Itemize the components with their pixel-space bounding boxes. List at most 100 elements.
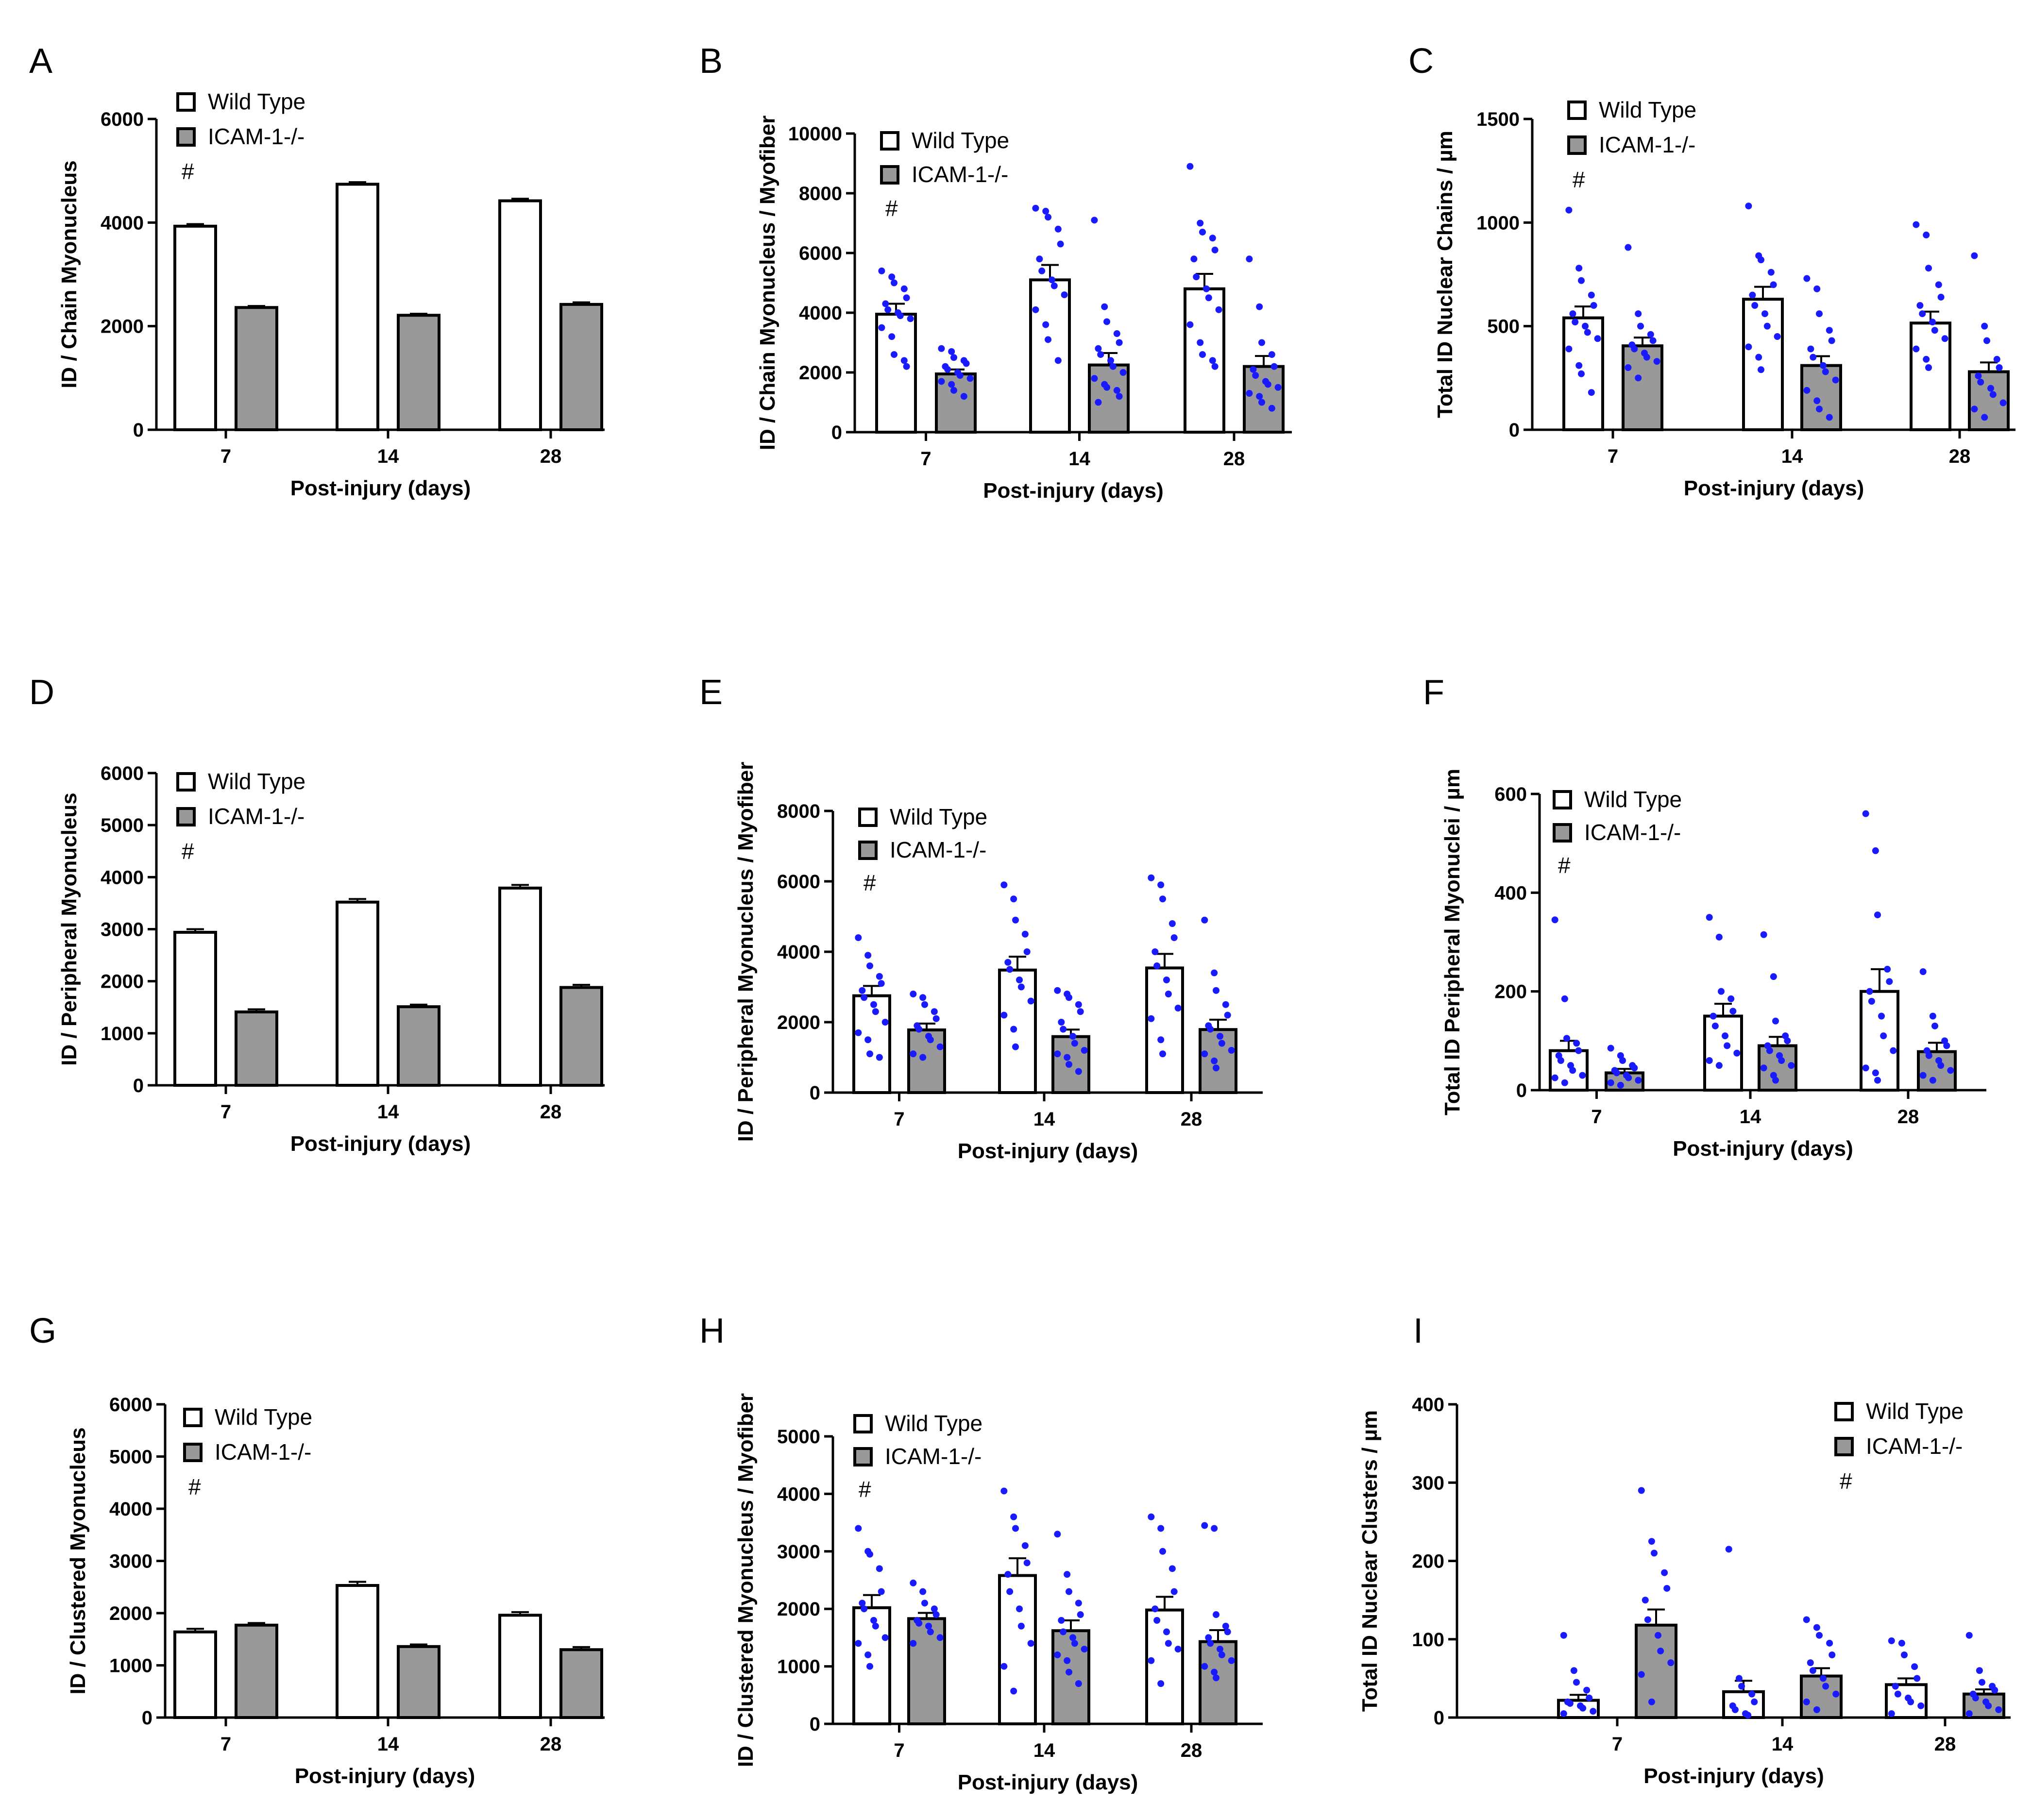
data-point bbox=[1655, 1632, 1661, 1639]
data-point bbox=[1159, 1548, 1166, 1555]
data-point bbox=[1925, 265, 1932, 272]
data-point bbox=[1016, 977, 1023, 983]
data-point bbox=[891, 279, 897, 286]
panel-e: E 0 2000 4000 6000 8000 ID / Peripheral Myonuc… bbox=[699, 673, 1263, 1163]
data-point bbox=[1929, 1012, 1936, 1020]
data-point bbox=[1715, 933, 1723, 941]
data-point bbox=[1578, 277, 1585, 284]
data-point bbox=[1981, 322, 1988, 330]
x-tick-label: 14 bbox=[377, 1734, 399, 1755]
data-point bbox=[876, 1054, 883, 1061]
data-point bbox=[1197, 219, 1204, 227]
bar-icam-1--14 bbox=[397, 1645, 440, 1719]
data-point bbox=[1151, 948, 1159, 955]
data-point bbox=[1165, 1640, 1172, 1647]
data-point bbox=[1813, 1624, 1820, 1631]
data-point bbox=[1590, 1708, 1597, 1715]
panel-b: B 0 2000 4000 6000 8000 10000 ID / Chain Myonuc… bbox=[699, 42, 1292, 503]
y-tick-label: 6000 bbox=[777, 871, 820, 893]
data-point bbox=[1901, 1651, 1908, 1658]
data-point bbox=[1913, 345, 1920, 353]
x-tick-label: 7 bbox=[894, 1109, 904, 1130]
data-point bbox=[1095, 345, 1102, 352]
legend-swatch bbox=[858, 841, 878, 860]
data-point bbox=[1205, 1634, 1212, 1641]
data-point bbox=[1724, 1042, 1731, 1049]
data-point bbox=[1981, 414, 1988, 421]
significance-marker: # bbox=[1840, 1468, 1852, 1494]
data-point bbox=[1097, 351, 1104, 358]
data-point bbox=[1929, 1077, 1936, 1084]
data-point bbox=[1569, 310, 1576, 318]
data-point bbox=[1862, 810, 1869, 817]
data-point bbox=[1972, 1694, 1979, 1702]
data-point bbox=[864, 1036, 872, 1044]
legend-label: ICAM-1-/- bbox=[1599, 132, 1695, 157]
data-point bbox=[1551, 1074, 1558, 1081]
data-point bbox=[1258, 399, 1265, 406]
legend-label: ICAM-1-/- bbox=[208, 804, 305, 829]
x-tick-label: 28 bbox=[1897, 1106, 1919, 1128]
data-point bbox=[1213, 1674, 1219, 1682]
x-tick-label: 14 bbox=[1740, 1106, 1761, 1128]
data-point bbox=[1560, 1632, 1567, 1639]
data-point bbox=[1050, 282, 1058, 289]
bar-icam-1--28 bbox=[1199, 1028, 1237, 1095]
panel-letter: I bbox=[1413, 1312, 1423, 1350]
data-point bbox=[900, 285, 908, 292]
data-point bbox=[1572, 319, 1579, 326]
y-tick-label: 10000 bbox=[788, 123, 842, 145]
data-point bbox=[1113, 387, 1120, 394]
data-point bbox=[919, 1588, 927, 1595]
data-point bbox=[1165, 991, 1172, 997]
data-point bbox=[950, 354, 957, 361]
data-point bbox=[1168, 920, 1176, 927]
data-point bbox=[1631, 1064, 1638, 1072]
data-point bbox=[1820, 362, 1827, 369]
data-point bbox=[1224, 1628, 1231, 1635]
data-point bbox=[1803, 1698, 1810, 1705]
data-point bbox=[1767, 269, 1775, 276]
legend-label: Wild Type bbox=[208, 769, 305, 794]
data-point bbox=[859, 1600, 866, 1607]
data-point bbox=[1054, 225, 1062, 233]
data-point bbox=[884, 306, 892, 313]
data-point bbox=[1075, 1001, 1082, 1008]
bar-wild-type-14 bbox=[1742, 298, 1784, 431]
legend-swatch bbox=[1834, 1402, 1854, 1421]
data-point bbox=[897, 312, 904, 320]
data-point bbox=[1590, 302, 1597, 309]
data-point bbox=[1069, 1033, 1076, 1040]
x-tick-label: 28 bbox=[1949, 446, 1971, 467]
data-point bbox=[864, 952, 872, 959]
x-tick-label: 14 bbox=[1772, 1734, 1794, 1755]
data-point bbox=[1651, 1550, 1658, 1557]
data-point bbox=[1727, 995, 1735, 1002]
data-point bbox=[1947, 1067, 1954, 1074]
data-point bbox=[1157, 1680, 1165, 1687]
data-point bbox=[1735, 1675, 1743, 1682]
data-point bbox=[1060, 1628, 1067, 1635]
legend-swatch bbox=[176, 772, 196, 792]
y-axis-title: Total ID Nuclear Clusters / µm bbox=[1358, 1410, 1382, 1712]
data-point bbox=[1264, 381, 1271, 388]
data-point bbox=[1565, 206, 1573, 214]
x-tick-label: 28 bbox=[1181, 1740, 1202, 1761]
y-tick-label: 4000 bbox=[777, 1483, 820, 1505]
data-point bbox=[1989, 391, 1997, 398]
data-point bbox=[910, 1640, 917, 1647]
data-point bbox=[921, 1600, 928, 1607]
legend-swatch bbox=[176, 807, 196, 826]
panel-i: I 0 100 200 300 400 Total ID Nuclear Clusters … bbox=[1358, 1312, 2011, 1788]
data-point bbox=[1635, 1077, 1642, 1084]
legend-swatch bbox=[183, 1408, 203, 1427]
data-point bbox=[1965, 1710, 1973, 1717]
data-point bbox=[1075, 1068, 1082, 1075]
x-axis-title: Post-injury (days) bbox=[1684, 476, 1864, 500]
data-point bbox=[1023, 948, 1031, 955]
data-point bbox=[1000, 1663, 1008, 1670]
data-point bbox=[1751, 1698, 1758, 1705]
data-point bbox=[1813, 1706, 1820, 1713]
bar-wild-type-14 bbox=[998, 1574, 1037, 1726]
y-tick-label: 0 bbox=[1434, 1707, 1444, 1729]
